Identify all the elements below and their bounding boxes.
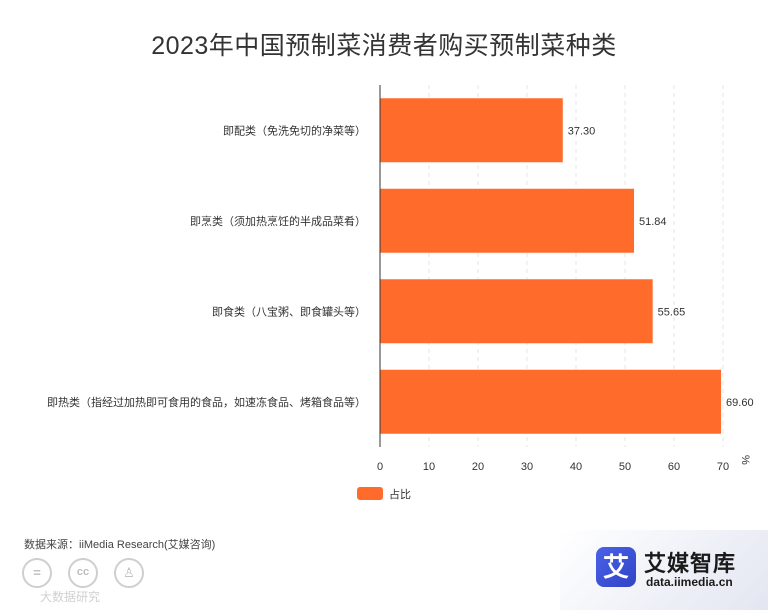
category-label: 即配类（免洗免切的净菜等） <box>223 123 366 137</box>
bar <box>380 279 653 344</box>
value-label: 69.60 <box>726 397 754 409</box>
bar <box>380 188 635 253</box>
x-axis-unit: % <box>739 455 751 465</box>
chart-title: 2023年中国预制菜消费者购买预制菜种类 <box>151 32 617 60</box>
category-label: 即热类（指经过加热即可食用的食品，如速冻食品、烤箱食品等） <box>47 395 366 409</box>
x-tick-label: 40 <box>570 461 582 473</box>
x-tick-label: 0 <box>377 461 383 473</box>
cc-license-icon: cc <box>68 558 98 588</box>
category-label: 即食类（八宝粥、即食罐头等） <box>212 304 366 318</box>
value-label: 51.84 <box>639 216 667 228</box>
by-license-icon: ♙ <box>114 558 144 588</box>
iimedia-logo-icon: 艾 <box>596 547 636 587</box>
x-tick-label: 10 <box>423 461 435 473</box>
legend-label: 占比 <box>389 487 411 501</box>
value-label: 37.30 <box>568 125 596 137</box>
x-tick-label: 30 <box>521 461 533 473</box>
x-tick-label: 20 <box>472 461 484 473</box>
value-label: 55.65 <box>658 306 686 318</box>
bar <box>380 369 722 434</box>
nd-license-icon: = <box>22 558 52 588</box>
data-source: 数据来源：iiMedia Research(艾媒咨询) <box>24 539 216 551</box>
cc-license-badges: = cc ♙ <box>22 558 162 608</box>
bar <box>380 98 563 163</box>
watermark: 大数据研究 <box>40 590 101 604</box>
x-tick-label: 50 <box>619 461 631 473</box>
x-tick-label: 70 <box>717 461 729 473</box>
bar-chart: 即配类（免洗免切的净菜等） 37.30 即烹类（须加热烹饪的半成品菜肴） 51.84 即… <box>47 85 754 501</box>
brand-name: 艾媒智库 <box>644 551 737 576</box>
x-tick-label: 60 <box>668 461 680 473</box>
brand-url: data.iimedia.cn <box>646 575 733 589</box>
category-label: 即烹类（须加热烹饪的半成品菜肴） <box>190 214 366 228</box>
legend-swatch <box>357 487 383 500</box>
brand-panel <box>560 530 768 610</box>
